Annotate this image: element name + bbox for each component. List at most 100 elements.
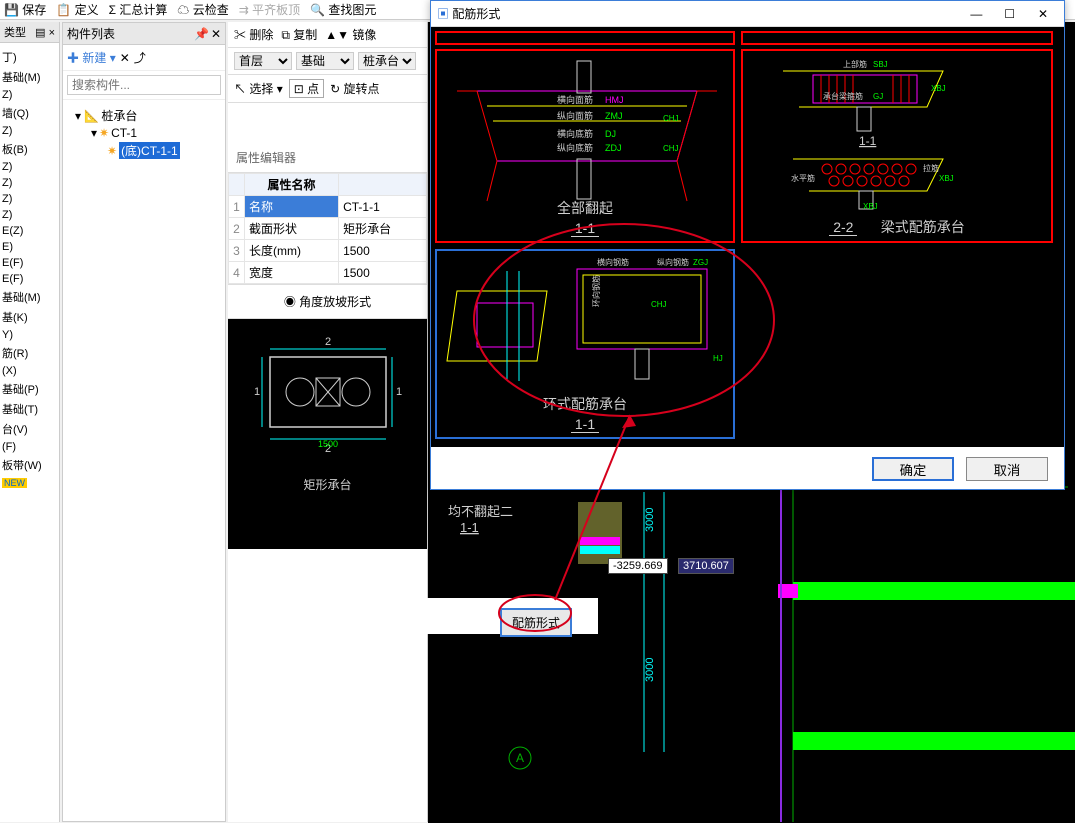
svg-text:XBJ: XBJ	[939, 174, 954, 183]
coord-x: -3259.669	[608, 558, 668, 574]
save-btn[interactable]: 💾 保存	[4, 1, 46, 18]
svg-text:1-1: 1-1	[460, 520, 479, 535]
del-tool[interactable]: ✂ 删除	[234, 26, 273, 43]
svg-text:HMJ: HMJ	[605, 95, 624, 105]
editor-panel: ✂ 删除 ⧉ 复制 ▲▼ 镜像 首层 基础 桩承台 ↖ 选择 ▾ ⊡ 点 ↻ 旋…	[228, 22, 428, 822]
sum-btn[interactable]: Σ 汇总计算	[109, 1, 168, 18]
search-input[interactable]	[67, 75, 221, 95]
svg-text:纵向底筋: 纵向底筋	[557, 142, 593, 153]
type-item[interactable]: Z)	[0, 175, 59, 191]
close-btn[interactable]: ✕	[1028, 7, 1058, 21]
svg-text:ZMJ: ZMJ	[605, 111, 623, 121]
preview-label: 矩形承台	[228, 476, 427, 493]
point-tool[interactable]: ⊡ 点	[289, 79, 324, 98]
del-btn[interactable]: ✕	[120, 51, 130, 65]
prop-row[interactable]: 1名称CT-1-1	[229, 196, 427, 218]
type-item[interactable]: Y)	[0, 327, 59, 343]
select-tool[interactable]: ↖ 选择 ▾	[234, 80, 283, 97]
svg-text:拉筋: 拉筋	[923, 163, 939, 173]
svg-text:1-1: 1-1	[859, 134, 877, 148]
type-item[interactable]: 丁)	[0, 47, 59, 67]
type-item[interactable]: 板带(W)	[0, 455, 59, 475]
copy-tool[interactable]: ⧉ 复制	[281, 26, 317, 43]
prop-row[interactable]: 3长度(mm)1500	[229, 240, 427, 262]
svg-text:SBJ: SBJ	[873, 60, 888, 69]
prop-row[interactable]: 2截面形状矩形承台	[229, 218, 427, 240]
svg-text:环向钢筋: 环向钢筋	[591, 275, 601, 307]
svg-text:A: A	[516, 751, 524, 765]
find-btn[interactable]: 🔍 查找图元	[310, 1, 376, 18]
cell-all-bent[interactable]: 横向面筋HMJ 纵向面筋ZMJ 横向底筋DJ 纵向底筋ZDJ CHJ CHJ 全…	[435, 49, 735, 243]
svg-text:XBJ: XBJ	[863, 202, 878, 211]
type-item[interactable]: E(F)	[0, 255, 59, 271]
type-item[interactable]: 台(V)	[0, 419, 59, 439]
rotate-tool[interactable]: ↻ 旋转点	[330, 80, 379, 97]
export-btn[interactable]: ⤴	[134, 49, 146, 66]
cell-beam-rebar[interactable]: 上部筋SBJ 承台梁箍筋GJ XBJ 1-1 水平筋 拉筋 XBJ XBJ 2-…	[741, 49, 1053, 243]
new-btn[interactable]: ✚ 新建 ▾	[67, 49, 116, 66]
coord-y: 3710.607	[678, 558, 734, 574]
type-select[interactable]: 桩承台	[358, 52, 416, 70]
tree-root[interactable]: ▾ 📐 桩承台	[67, 106, 221, 125]
close-icon[interactable]: ✕	[211, 27, 221, 41]
type-item[interactable]: 基础(T)	[0, 399, 59, 419]
type-item[interactable]: 基(K)	[0, 307, 59, 327]
type-item[interactable]: E(Z)	[0, 223, 59, 239]
type-item[interactable]: E)	[0, 239, 59, 255]
svg-text:HJ: HJ	[713, 354, 723, 363]
type-item[interactable]: (F)	[0, 439, 59, 455]
tree-ct1-1[interactable]: ✷ (底)CT-1-1	[67, 141, 221, 160]
svg-text:CHJ: CHJ	[651, 300, 667, 309]
svg-text:DJ: DJ	[605, 129, 616, 139]
svg-text:纵向面筋: 纵向面筋	[557, 110, 593, 121]
type-item[interactable]: 基础(P)	[0, 379, 59, 399]
type-item[interactable]: Z)	[0, 159, 59, 175]
define-btn[interactable]: 📋 定义	[56, 1, 98, 18]
rebar-form-btn[interactable]: 配筋形式	[500, 608, 572, 637]
svg-text:纵向钢筋: 纵向钢筋	[657, 257, 689, 267]
rebar-dialog: ▣ 配筋形式 — ☐ ✕ 横向面筋HMJ 纵向面筋ZMJ 横向底筋DJ 纵向底	[430, 0, 1065, 490]
floor-select[interactable]: 首层	[234, 52, 292, 70]
type-item[interactable]: Z)	[0, 87, 59, 103]
type-item[interactable]: Z)	[0, 123, 59, 139]
svg-text:3000: 3000	[644, 658, 656, 682]
types-header: 类型▤ ×	[0, 22, 59, 43]
type-item[interactable]: E(F)	[0, 271, 59, 287]
dialog-title: 配筋形式	[452, 7, 500, 21]
min-btn[interactable]: —	[961, 7, 991, 21]
svg-text:3000: 3000	[644, 508, 656, 532]
type-item[interactable]: 筋(R)	[0, 343, 59, 363]
slope-radio[interactable]: ◉ 角度放坡形式	[228, 284, 427, 319]
ok-btn[interactable]: 确定	[872, 457, 954, 481]
mirror-tool[interactable]: ▲▼ 镜像	[325, 26, 376, 43]
type-item[interactable]: Z)	[0, 207, 59, 223]
components-panel: 构件列表 📌✕ ✚ 新建 ▾ ✕ ⤴ ▾ 📐 桩承台 ▾ ✷ CT-1 ✷ (底…	[62, 22, 226, 822]
prop-table: 属性名称 1名称CT-1-12截面形状矩形承台3长度(mm)15004宽度150…	[228, 173, 427, 284]
type-item[interactable]: (X)	[0, 363, 59, 379]
type-item[interactable]: 基础(M)	[0, 287, 59, 307]
cancel-btn[interactable]: 取消	[966, 457, 1048, 481]
svg-text:CHJ: CHJ	[663, 114, 679, 123]
flat-btn[interactable]: ⇉ 平齐板顶	[239, 1, 300, 18]
svg-text:GJ: GJ	[873, 92, 883, 101]
type-item[interactable]: 基础(M)	[0, 67, 59, 87]
max-btn[interactable]: ☐	[995, 7, 1025, 21]
components-header: 构件列表 📌✕	[63, 23, 225, 45]
type-item[interactable]: Z)	[0, 191, 59, 207]
types-panel: 类型▤ × 丁)基础(M)Z)墙(Q)Z)板(B)Z)Z)Z)Z)E(Z)E)E…	[0, 22, 60, 822]
svg-text:承台梁箍筋: 承台梁箍筋	[823, 91, 863, 101]
cell-ring-rebar[interactable]: 横向钢筋 纵向钢筋ZGJ 环向钢筋 CHJ HJ 环式配筋承台1-1	[435, 249, 735, 439]
cloud-btn[interactable]: ☁ 云检查	[177, 1, 228, 18]
svg-text:ZGJ: ZGJ	[693, 258, 708, 267]
type-item[interactable]: 板(B)	[0, 139, 59, 159]
svg-text:横向钢筋: 横向钢筋	[597, 257, 629, 267]
type-item[interactable]: 墙(Q)	[0, 103, 59, 123]
component-tree: ▾ 📐 桩承台 ▾ ✷ CT-1 ✷ (底)CT-1-1	[63, 100, 225, 166]
prop-row[interactable]: 4宽度1500	[229, 262, 427, 284]
cat-select[interactable]: 基础	[296, 52, 354, 70]
svg-text:水平筋: 水平筋	[791, 173, 815, 183]
svg-text:横向底筋: 横向底筋	[557, 128, 593, 139]
tree-ct1[interactable]: ▾ ✷ CT-1	[67, 125, 221, 141]
pin-icon[interactable]: 📌	[194, 27, 209, 41]
svg-text:XBJ: XBJ	[931, 84, 946, 93]
